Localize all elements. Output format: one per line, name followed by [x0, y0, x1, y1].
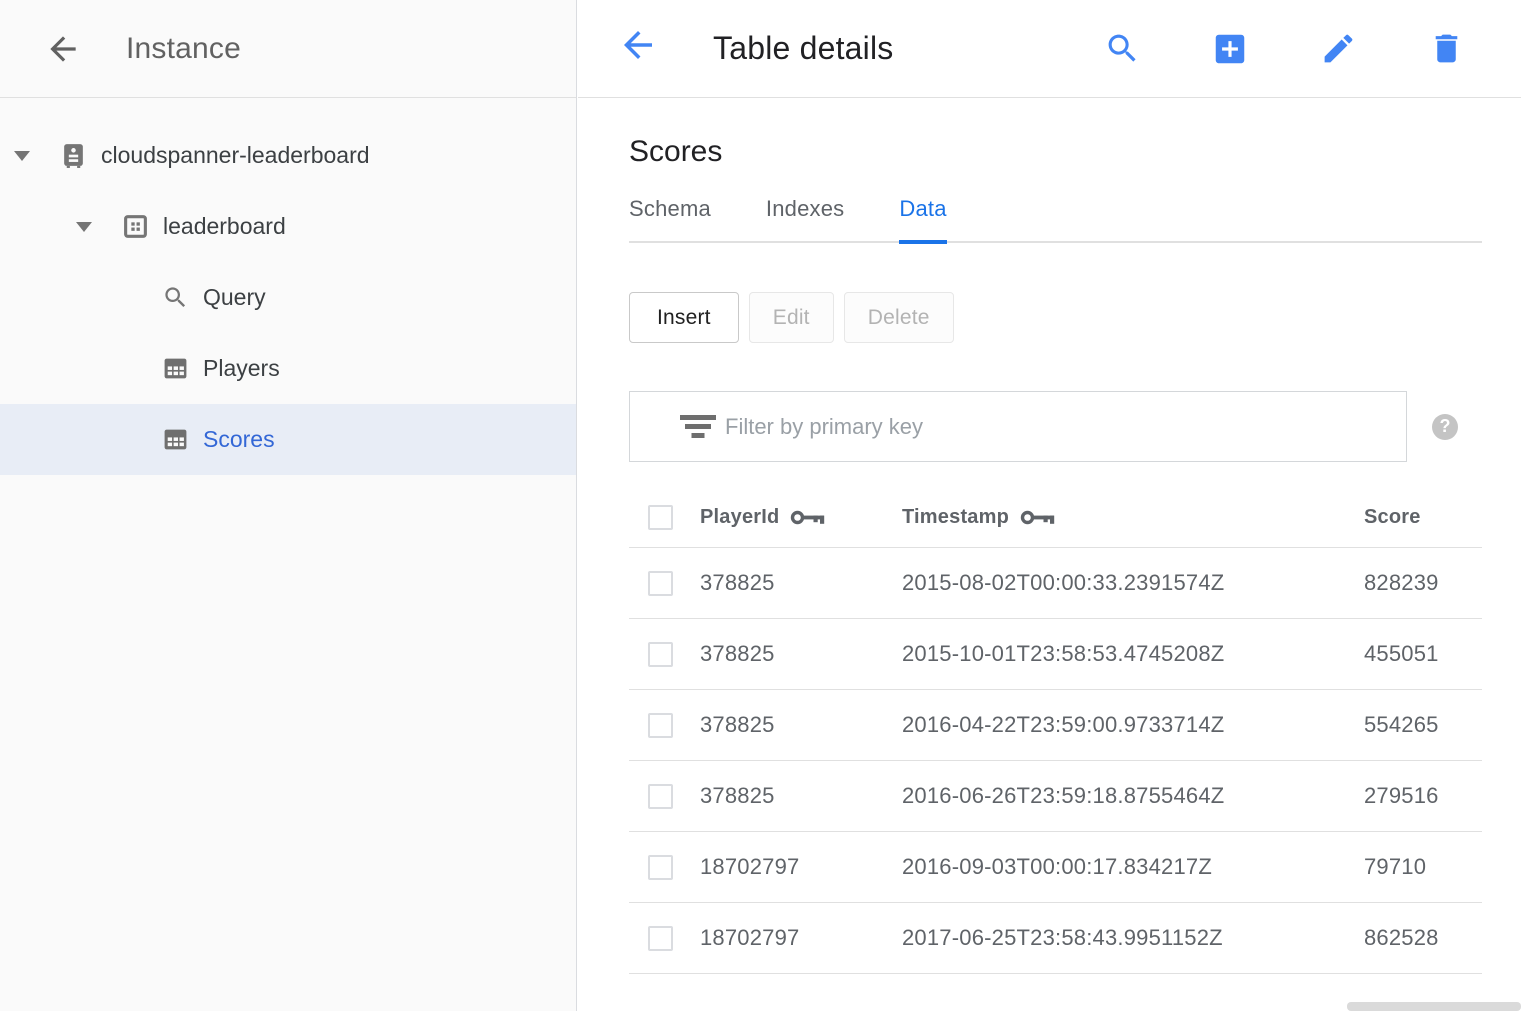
column-header-playerid: PlayerId	[700, 506, 902, 529]
tab-bar: Schema Indexes Data	[629, 196, 1482, 244]
cell-playerid: 18702797	[700, 925, 800, 950]
tree-item-label: cloudspanner-leaderboard	[101, 142, 370, 168]
query-search-icon	[162, 284, 189, 311]
insert-button[interactable]: Insert	[629, 292, 739, 343]
tree-item-scores[interactable]: Scores	[0, 404, 576, 475]
sidebar: Instance cloudspanner-leaderboard	[0, 0, 577, 1011]
cell-timestamp: 2016-09-03T00:00:17.834217Z	[902, 854, 1212, 879]
back-arrow-icon[interactable]	[42, 28, 84, 70]
cell-score: 862528	[1364, 925, 1439, 950]
instance-icon	[60, 142, 87, 169]
cell-timestamp: 2016-06-26T23:59:18.8755464Z	[902, 783, 1225, 808]
tree-item-cloudspanner-leaderboard[interactable]: cloudspanner-leaderboard	[0, 120, 576, 191]
cell-timestamp: 2015-10-01T23:58:53.4745208Z	[902, 641, 1225, 666]
add-icon[interactable]	[1211, 30, 1249, 68]
tab-data[interactable]: Data	[899, 196, 947, 244]
row-checkbox[interactable]	[648, 570, 673, 596]
main-panel: Table details Scores Schema Indexes Data…	[578, 0, 1521, 1011]
table-row: 378825 2015-10-01T23:58:53.4745208Z 4550…	[629, 619, 1482, 690]
row-checkbox[interactable]	[648, 783, 673, 809]
header-actions	[1103, 30, 1465, 68]
cell-playerid: 18702797	[700, 854, 800, 879]
tree-item-query[interactable]: Query	[0, 262, 576, 333]
row-actions: Insert Edit Delete	[629, 292, 1482, 343]
table-icon	[162, 426, 189, 453]
table-row: 378825 2016-06-26T23:59:18.8755464Z 2795…	[629, 761, 1482, 832]
tree-item-players[interactable]: Players	[0, 333, 576, 404]
help-icon[interactable]: ?	[1432, 413, 1458, 440]
main-header: Table details	[578, 0, 1521, 98]
primary-key-icon	[790, 508, 826, 527]
cell-timestamp: 2016-04-22T23:59:00.9733714Z	[902, 712, 1225, 737]
tab-indexes[interactable]: Indexes	[765, 196, 845, 221]
edit-icon[interactable]	[1319, 30, 1357, 68]
table-row: 378825 2015-08-02T00:00:33.2391574Z 8282…	[629, 548, 1482, 619]
horizontal-scrollbar[interactable]	[1347, 1002, 1521, 1011]
cell-score: 554265	[1364, 712, 1439, 737]
page-header-title: Table details	[713, 30, 894, 66]
filter-box	[629, 391, 1407, 462]
delete-button[interactable]: Delete	[843, 292, 954, 343]
sidebar-header: Instance	[0, 0, 576, 98]
cell-score: 828239	[1364, 570, 1439, 595]
tree-item-label: Query	[203, 284, 266, 310]
table-icon	[162, 355, 189, 382]
row-checkbox[interactable]	[648, 854, 673, 880]
tree-item-label: leaderboard	[163, 213, 286, 239]
primary-key-icon	[1020, 508, 1056, 527]
instance-tree: cloudspanner-leaderboard leaderboard Que…	[0, 98, 576, 475]
filter-row: ?	[629, 391, 1482, 462]
table-name-title: Scores	[629, 135, 723, 168]
cell-playerid: 378825	[700, 641, 775, 666]
cell-timestamp: 2017-06-25T23:58:43.9951152Z	[902, 925, 1223, 950]
table-row: 18702797 2016-09-03T00:00:17.834217Z 797…	[629, 832, 1482, 903]
cell-score: 279516	[1364, 783, 1439, 808]
cell-score: 79710	[1364, 854, 1427, 879]
table-row: 378825 2016-04-22T23:59:00.9733714Z 5542…	[629, 690, 1482, 761]
tab-schema[interactable]: Schema	[629, 196, 711, 221]
filter-icon	[678, 412, 718, 442]
cell-playerid: 378825	[700, 570, 775, 595]
edit-button[interactable]: Edit	[748, 292, 834, 343]
tree-item-label: Scores	[203, 426, 275, 452]
cell-score: 455051	[1364, 641, 1439, 666]
table-header-row: PlayerId Timestamp	[629, 488, 1482, 548]
cell-playerid: 378825	[700, 712, 775, 737]
sidebar-title: Instance	[126, 31, 242, 65]
search-icon[interactable]	[1103, 30, 1141, 68]
filter-primary-key-input[interactable]	[718, 392, 1406, 461]
column-header-score: Score	[1364, 506, 1421, 528]
tree-item-label: Players	[203, 355, 280, 381]
select-all-checkbox[interactable]	[648, 505, 673, 530]
row-checkbox[interactable]	[648, 712, 673, 738]
back-arrow-icon[interactable]	[616, 23, 660, 67]
data-table: PlayerId Timestamp	[629, 488, 1482, 974]
table-row: 18702797 2017-06-25T23:58:43.9951152Z 86…	[629, 903, 1482, 974]
tree-item-leaderboard[interactable]: leaderboard	[0, 191, 576, 262]
column-header-timestamp: Timestamp	[902, 506, 1364, 529]
delete-icon[interactable]	[1427, 30, 1465, 68]
cell-timestamp: 2015-08-02T00:00:33.2391574Z	[902, 570, 1225, 595]
table-details-content: Scores Schema Indexes Data Insert Edit D…	[629, 98, 1482, 974]
row-checkbox[interactable]	[648, 641, 673, 667]
cell-playerid: 378825	[700, 783, 775, 808]
database-icon	[122, 213, 149, 240]
expander-arrow-icon[interactable]	[72, 215, 96, 239]
row-checkbox[interactable]	[648, 925, 673, 951]
expander-arrow-icon[interactable]	[10, 144, 34, 168]
